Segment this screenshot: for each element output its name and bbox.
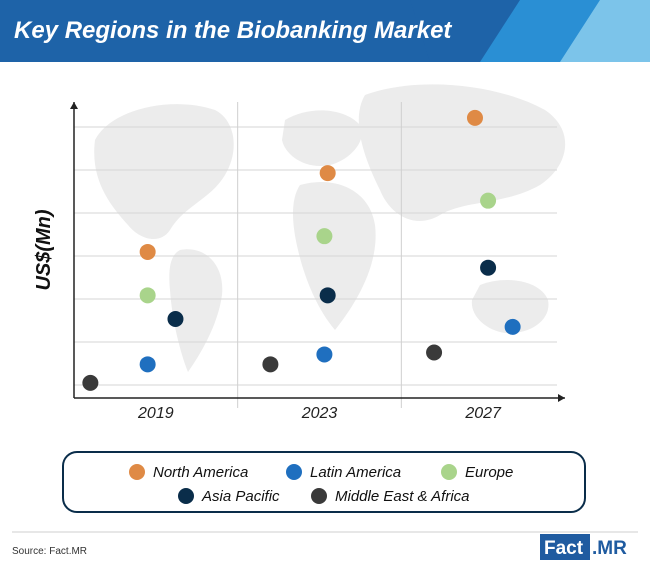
legend-label: North America	[153, 464, 248, 481]
legend-label: Asia Pacific	[201, 488, 280, 505]
map-australia	[471, 280, 549, 334]
chart-title: Key Regions in the Biobanking Market	[14, 17, 452, 44]
axes	[70, 102, 565, 402]
legend-box	[62, 451, 586, 513]
legend: North America Latin America Europe Asia Pac…	[62, 451, 586, 513]
legend-marker	[178, 488, 194, 504]
data-point	[82, 374, 99, 391]
data-point	[139, 243, 156, 260]
legend-label: Middle East & Africa	[335, 488, 470, 505]
map-south-america	[169, 249, 223, 372]
header-accent-dark	[410, 0, 520, 62]
map-europe	[282, 110, 362, 166]
data-point	[480, 192, 497, 209]
logo-box	[540, 534, 590, 560]
data-point	[262, 356, 279, 373]
logo-text-mr: .MR	[592, 538, 627, 559]
data-point	[466, 109, 483, 126]
data-point	[316, 228, 333, 245]
x-axis-arrow	[558, 394, 565, 402]
legend-label: Europe	[465, 464, 513, 481]
data-point	[316, 346, 333, 363]
legend-marker	[286, 464, 302, 480]
data-point	[480, 259, 497, 276]
data-point	[319, 165, 336, 182]
legend-label: Latin America	[310, 464, 401, 481]
data-point	[139, 356, 156, 373]
legend-marker	[441, 464, 457, 480]
source-note: Source: Fact.MR	[12, 546, 87, 557]
world-map-backdrop	[94, 84, 566, 372]
x-tick-labels: 2019 2023 2027	[137, 405, 502, 422]
data-point	[426, 344, 443, 361]
data-point	[319, 287, 336, 304]
data-points	[82, 109, 521, 391]
legend-marker	[129, 464, 145, 480]
logo-text-fact: Fact	[544, 538, 584, 559]
data-point	[139, 287, 156, 304]
x-tick-label: 2019	[137, 405, 174, 422]
data-point	[504, 318, 521, 335]
legend-marker	[311, 488, 327, 504]
y-axis-label: US$(Mn)	[33, 209, 55, 290]
y-axis-arrow	[70, 102, 78, 109]
map-north-america	[94, 104, 234, 240]
x-tick-label: 2027	[464, 405, 502, 422]
header: Key Regions in the Biobanking Market	[0, 0, 650, 62]
data-point	[167, 310, 184, 327]
map-asia	[358, 84, 566, 221]
factmr-logo: Fact .MR	[540, 534, 627, 560]
x-tick-label: 2023	[301, 405, 338, 422]
